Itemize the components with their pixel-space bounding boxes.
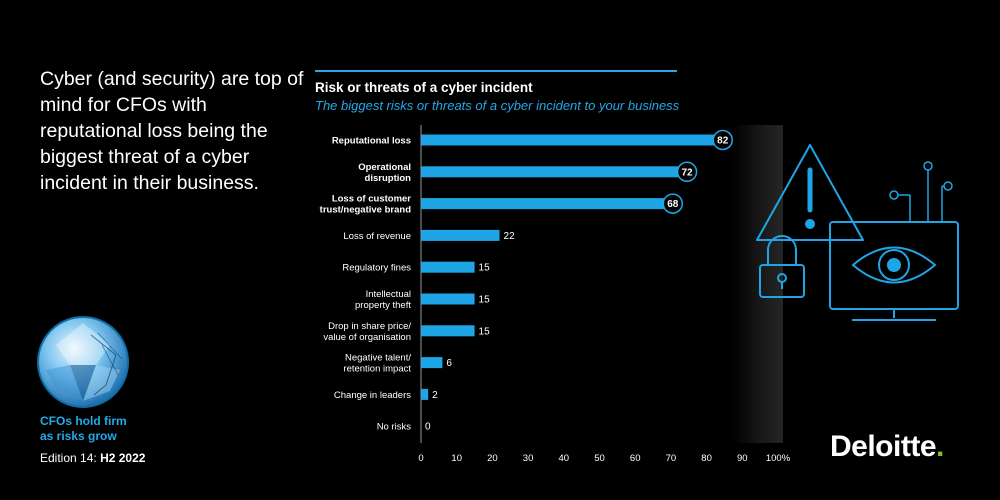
chart-subtitle: The biggest risks or threats of a cyber … [315,98,680,113]
value-label: 72 [681,167,693,178]
x-tick-label: 20 [487,453,498,464]
value-label: 15 [479,263,491,274]
report-title-line1: CFOs hold firm [40,414,127,428]
category-label: Loss of revenue [343,231,411,242]
x-tick-label: 10 [451,453,462,464]
x-tick-label: 90 [737,453,748,464]
value-badge [712,129,733,151]
logo-text: Deloitte [830,430,937,463]
x-tick-label: 30 [523,453,534,464]
edition-prefix: Edition 14: [40,451,97,465]
category-label: Regulatory fines [342,263,411,274]
category-label: Operational disruption [358,162,411,184]
value-label: 15 [479,326,491,337]
edition-period: H2 2022 [100,451,146,465]
value-label: 82 [717,136,729,147]
value-label: 0 [425,422,431,433]
value-label: 68 [667,199,679,210]
x-tick-label: 40 [559,453,570,464]
bar [421,198,664,210]
x-tick-label: 60 [630,453,641,464]
chart-shadow-band [733,125,783,443]
value-label: 2 [432,390,438,401]
monitor-eye-icon [829,221,959,321]
category-label: Change in leaders [334,390,411,401]
gem-badge-icon [37,316,129,408]
cyber-illustration [756,144,959,321]
bar [421,166,679,178]
chart-title: Risk or threats of a cyber incident [315,80,533,95]
chart-title-rule [315,70,677,72]
category-label: Loss of customer trust/negative brand [320,194,412,216]
circuit-lines-icon [889,161,953,222]
report-title-line2: as risks grow [40,429,117,443]
bar [421,134,714,146]
x-tick-label: 70 [666,453,677,464]
value-badge [662,193,684,214]
value-label: 6 [446,358,452,369]
edition-label: Edition 14: H2 2022 [40,451,145,465]
value-label: 15 [479,295,491,306]
x-tick-label: 100% [766,453,791,464]
warning-triangle-icon [756,144,864,241]
category-label: Drop in share price/value of organisatio… [323,321,411,343]
value-label: 22 [504,231,516,242]
category-label: Negative talent/retention impact [343,353,411,375]
x-tick-label: 80 [701,453,712,464]
bar [421,388,429,400]
category-label: No risks [377,422,412,433]
bar [421,261,475,273]
padlock-icon [759,235,805,298]
bar [421,325,475,337]
deloitte-logo: Deloitte. [830,430,944,464]
value-badge [676,161,698,183]
logo-dot: . [936,430,944,463]
category-label: Reputational loss [332,136,411,147]
x-tick-label: 50 [594,453,605,464]
headline: Cyber (and security) are top of mind for… [40,68,304,194]
category-label: Intellectual property theft [355,289,411,311]
bar [421,293,475,305]
report-title: CFOs hold firm as risks grow [40,414,200,444]
x-tick-label: 0 [418,453,423,464]
bar [421,229,500,241]
bar [421,357,443,369]
